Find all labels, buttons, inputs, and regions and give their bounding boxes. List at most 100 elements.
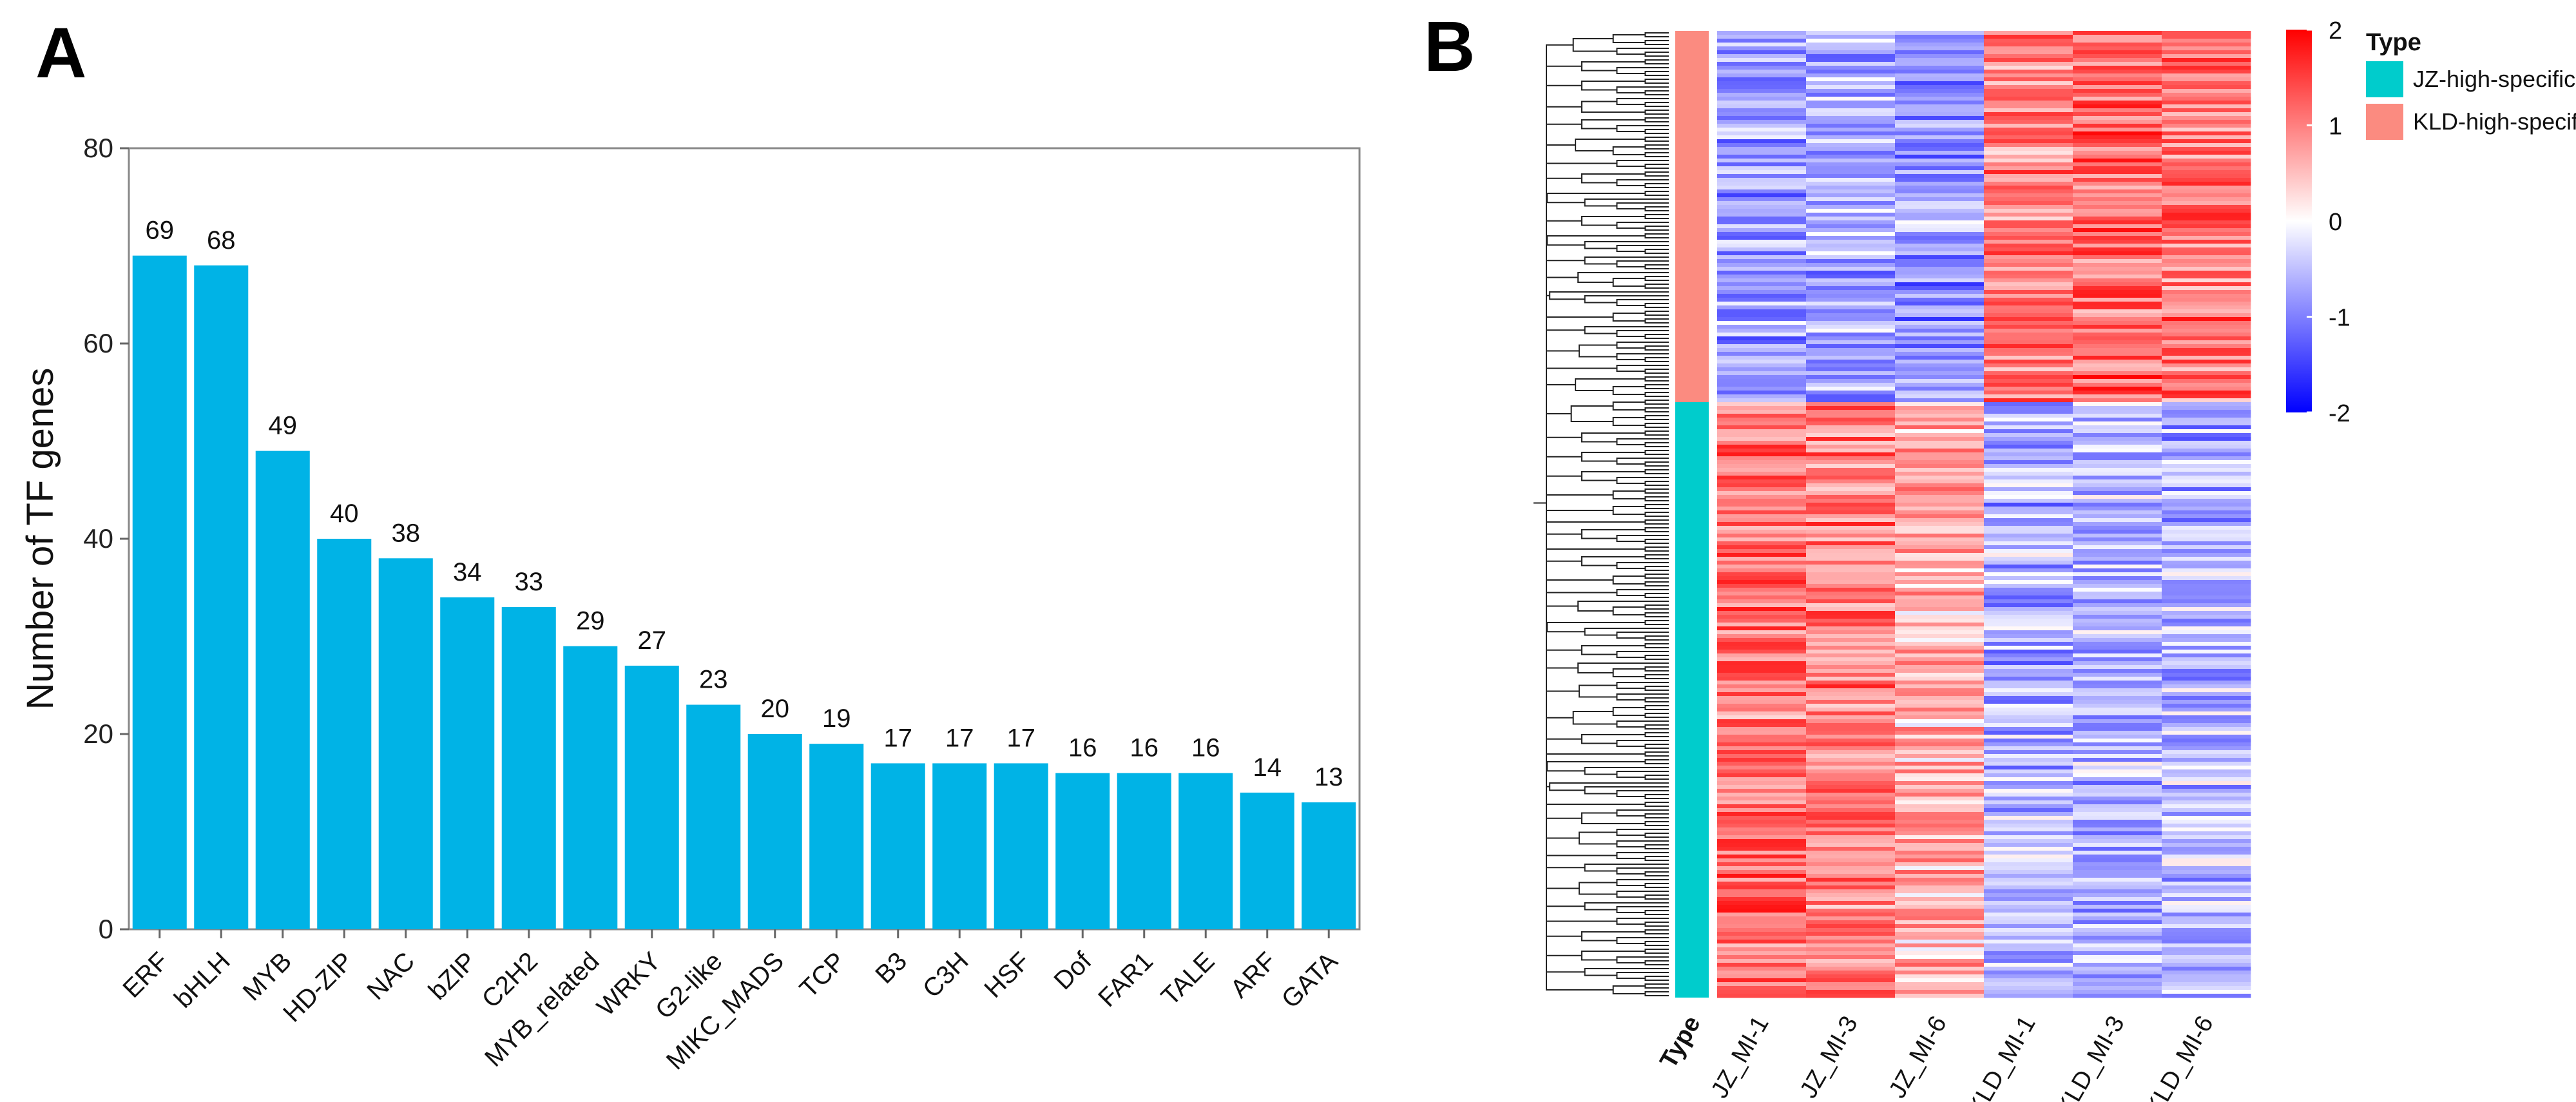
- heatmap-cell: [1806, 85, 1896, 90]
- heatmap-cell: [2162, 653, 2251, 658]
- heatmap-cell: [2162, 77, 2251, 82]
- dendrogram-branch: [1644, 674, 1669, 679]
- heatmap-cell: [1717, 460, 1807, 465]
- heatmap-cell: [1806, 928, 1896, 933]
- heatmap-cell: [1984, 170, 2073, 175]
- heatmap-cell: [1806, 669, 1896, 673]
- colorbar-tick-label: 0: [2329, 209, 2342, 236]
- heatmap-cell: [2162, 182, 2251, 186]
- heatmap-cell: [1895, 731, 1985, 735]
- dendrogram-branch: [1616, 342, 1669, 349]
- heatmap-cell: [2162, 73, 2251, 78]
- dendrogram-branch: [1612, 278, 1646, 287]
- heatmap-cell: [1806, 209, 1896, 213]
- heatmap-cell: [1895, 217, 1985, 221]
- heatmap-cell: [2162, 232, 2251, 237]
- dendrogram-branch: [1644, 751, 1669, 757]
- dendrogram-branch: [1546, 235, 1646, 246]
- heatmap-cell: [2073, 46, 2162, 51]
- heatmap-cell: [1806, 642, 1896, 646]
- heatmap-cell: [1717, 456, 1807, 461]
- heatmap-cell: [2162, 746, 2251, 751]
- bar: [563, 646, 618, 929]
- heatmap-cell: [1895, 418, 1985, 422]
- heatmap-cell: [2073, 653, 2162, 658]
- heatmap-cell: [1895, 425, 1985, 430]
- heatmap-cell: [1895, 580, 1985, 585]
- heatmap-cell: [1717, 255, 1807, 260]
- heatmap-cell: [1984, 862, 2073, 867]
- heatmap-cell: [1806, 155, 1896, 159]
- heatmap-cell: [2073, 626, 2162, 631]
- heatmap-cell: [1984, 990, 2073, 994]
- dendrogram-branch: [1577, 601, 1669, 612]
- plot-frame: [128, 147, 1361, 931]
- heatmap-cell: [1717, 820, 1807, 824]
- heatmap-cell: [1717, 762, 1807, 766]
- heatmap-cell: [2162, 31, 2251, 35]
- heatmap-cell: [1895, 684, 1985, 689]
- heatmap-cell: [1984, 746, 2073, 751]
- dendrogram-branch: [1581, 452, 1646, 462]
- heatmap-cell: [1895, 182, 1985, 186]
- dendrogram-branch: [1644, 376, 1669, 382]
- heatmap-column-label: KLD_MI-6: [2140, 1012, 2219, 1102]
- heatmap-cell: [1984, 576, 2073, 581]
- heatmap-cell: [2162, 820, 2251, 824]
- heatmap-cell: [2162, 692, 2251, 697]
- heatmap-cell: [2162, 70, 2251, 74]
- heatmap-cell: [1717, 151, 1807, 155]
- dendrogram-branch: [1575, 378, 1646, 391]
- heatmap-cell: [1806, 855, 1896, 859]
- heatmap-cell: [1717, 785, 1807, 789]
- heatmap-cell: [1984, 959, 2073, 963]
- heatmap-cell: [1984, 77, 2073, 82]
- heatmap-cell: [2073, 793, 2162, 797]
- heatmap-cell: [1717, 758, 1807, 762]
- heatmap-cell: [1984, 182, 2073, 186]
- heatmap-cell: [1717, 375, 1807, 380]
- heatmap-cell: [2073, 576, 2162, 581]
- heatmap-cell: [1717, 947, 1807, 952]
- heatmap-cell: [1984, 719, 2073, 724]
- heatmap-cell: [1806, 901, 1896, 905]
- heatmap-cell: [2162, 135, 2251, 140]
- heatmap-cell: [1806, 522, 1896, 527]
- heatmap-cell: [1895, 39, 1985, 43]
- heatmap-cell: [1717, 905, 1807, 909]
- dendrogram-branch: [1644, 400, 1669, 405]
- heatmap-cell: [1895, 503, 1985, 507]
- bar: [132, 255, 187, 929]
- heatmap-cell: [2162, 108, 2251, 113]
- heatmap-cell: [2073, 228, 2162, 233]
- heatmap-cell: [1895, 77, 1985, 82]
- heatmap-cell: [2073, 275, 2162, 279]
- heatmap-cell: [1806, 874, 1896, 878]
- heatmap-cell: [2162, 418, 2251, 422]
- heatmap-cell: [1984, 418, 2073, 422]
- heatmap-cell: [1895, 708, 1985, 712]
- heatmap-cell: [1984, 220, 2073, 225]
- heatmap-cell: [1717, 870, 1807, 875]
- heatmap-cell: [1984, 151, 2073, 155]
- heatmap-cell: [1895, 135, 1985, 140]
- heatmap-cell: [1717, 224, 1807, 229]
- heatmap-cell: [1895, 143, 1985, 148]
- heatmap-cell: [2073, 963, 2162, 967]
- heatmap-cell: [1717, 588, 1807, 592]
- heatmap-cell: [1806, 870, 1896, 875]
- heatmap-cell: [2073, 112, 2162, 117]
- heatmap-cell: [1984, 31, 2073, 35]
- bar: [624, 665, 679, 929]
- heatmap-cell: [1717, 240, 1807, 244]
- heatmap-cell: [1717, 719, 1807, 724]
- heatmap-cell: [1806, 244, 1896, 248]
- dendrogram-branch: [1644, 929, 1669, 934]
- heatmap-cell: [1895, 499, 1985, 503]
- heatmap-cell: [2162, 437, 2251, 441]
- dendrogram-branch: [1644, 643, 1669, 648]
- heatmap-cell: [1895, 35, 1985, 39]
- heatmap-cell: [1984, 557, 2073, 561]
- heatmap-cell: [1806, 565, 1896, 569]
- dendrogram-branch: [1644, 318, 1669, 324]
